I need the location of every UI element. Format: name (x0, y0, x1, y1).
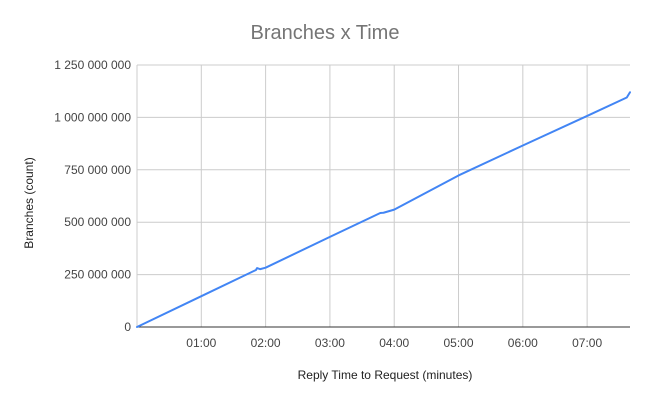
y-tick-label: 500 000 000 (64, 215, 131, 229)
y-tick-label: 750 000 000 (64, 163, 131, 177)
series-layer (136, 91, 631, 328)
y-tick-label: 250 000 000 (64, 268, 131, 282)
y-tick-label: 1 250 000 000 (54, 58, 131, 72)
axes: 0 250 000 000 500 000 000 750 000 000 1 000 … (54, 58, 630, 350)
x-tick-label: 01:00 (186, 336, 216, 350)
x-tick-label: 07:00 (572, 336, 602, 350)
series-line (136, 91, 631, 328)
x-tick-label: 04:00 (379, 336, 409, 350)
x-tick-label: 03:00 (315, 336, 345, 350)
chart-title: Branches x Time (251, 22, 400, 44)
x-tick-label: 02:00 (251, 336, 281, 350)
y-axis-label: Branches (count) (22, 157, 36, 248)
x-axis-label: Reply Time to Request (minutes) (298, 368, 473, 382)
y-tick-label: 1 000 000 000 (54, 110, 131, 124)
x-tick-label: 06:00 (508, 336, 538, 350)
gridlines (136, 64, 630, 327)
x-tick-label: 05:00 (444, 336, 474, 350)
y-tick-label: 0 (124, 320, 131, 334)
